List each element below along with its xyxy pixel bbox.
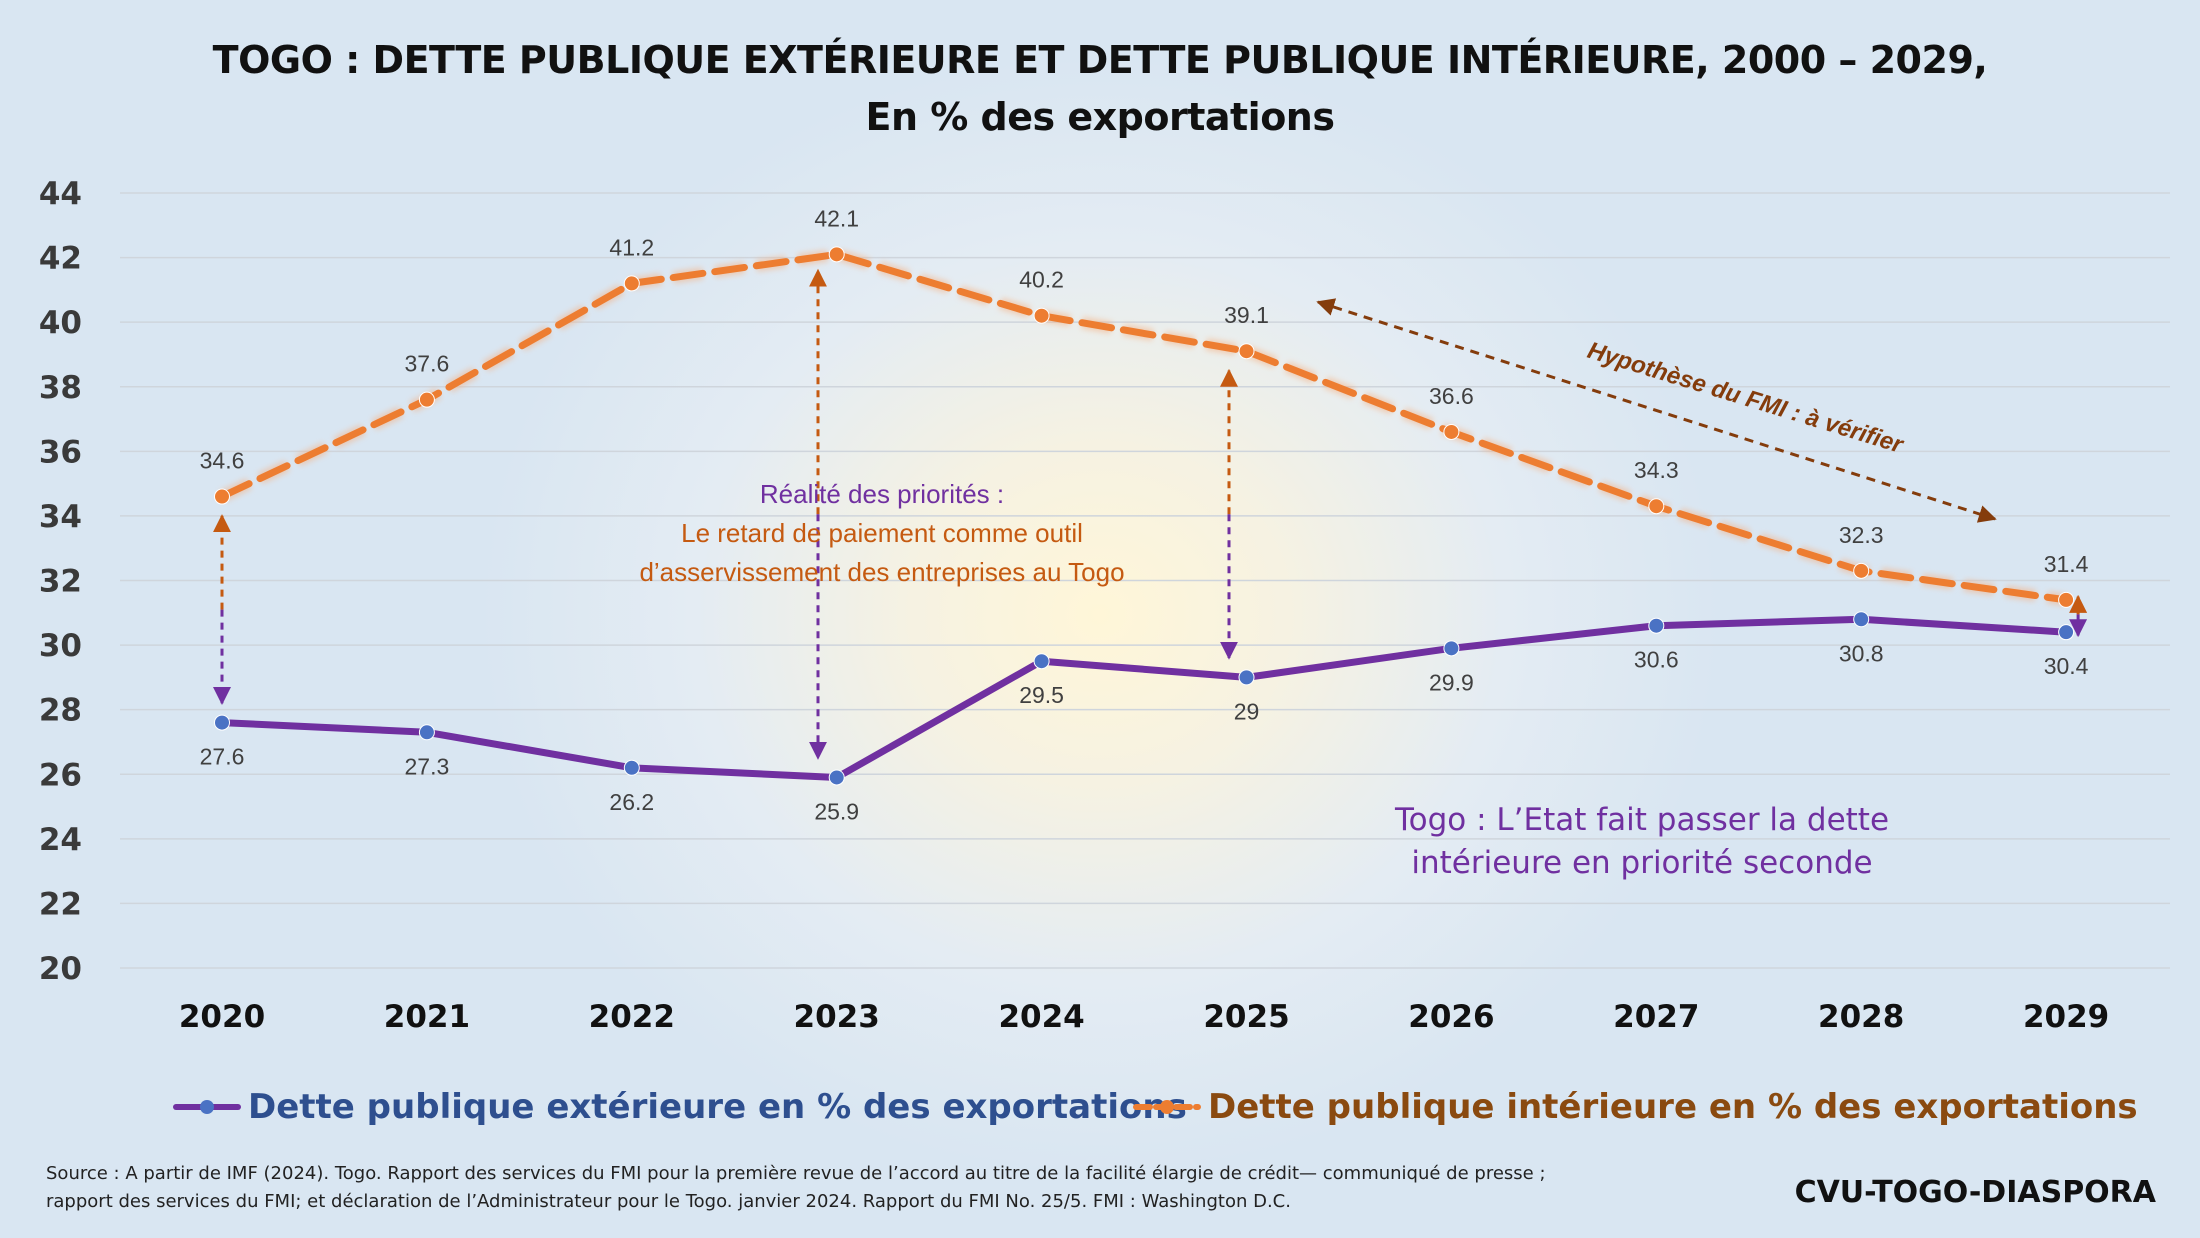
imf-hypothesis-arrow xyxy=(1316,298,1997,523)
brand-label: CVU-TOGO-DIASPORA xyxy=(1794,1175,2156,1210)
data-label-internal: 39.1 xyxy=(1224,302,1269,328)
data-label-external: 27.6 xyxy=(200,744,245,770)
legend-label-internal: Dette publique intérieure en % des expor… xyxy=(1208,1087,2138,1127)
point-external xyxy=(1238,669,1255,686)
y-tick-label: 28 xyxy=(39,693,82,729)
point-internal xyxy=(418,391,435,408)
point-internal xyxy=(2058,591,2075,608)
y-tick-label: 30 xyxy=(39,628,82,664)
x-tick-label: 2022 xyxy=(589,999,675,1035)
point-internal xyxy=(1238,343,1255,360)
point-internal xyxy=(1443,423,1460,440)
y-tick-label: 36 xyxy=(39,434,82,470)
x-tick-label: 2028 xyxy=(1818,999,1904,1035)
y-tick-label: 42 xyxy=(39,241,82,277)
point-internal xyxy=(828,246,845,263)
data-label-external: 29 xyxy=(1234,698,1260,724)
x-tick-label: 2029 xyxy=(2023,999,2109,1035)
point-external xyxy=(2058,624,2075,641)
point-internal xyxy=(1033,307,1050,324)
point-internal xyxy=(623,275,640,292)
annotation-priorities-line2: d’asservissement des entreprises au Togo xyxy=(639,557,1124,587)
y-tick-label: 24 xyxy=(39,822,82,858)
point-external xyxy=(623,759,640,776)
series-external-line xyxy=(218,615,2070,781)
y-tick-label: 38 xyxy=(39,370,82,406)
data-label-internal: 37.6 xyxy=(405,351,450,377)
source-note: Source : A partir de IMF (2024). Togo. R… xyxy=(46,1163,1546,1212)
data-label-internal: 34.3 xyxy=(1634,457,1679,483)
data-label-internal: 41.2 xyxy=(609,234,654,260)
data-label-internal: 36.6 xyxy=(1429,383,1474,409)
annotation-priorities-title: Réalité des priorités : xyxy=(760,479,1004,509)
y-tick-label: 32 xyxy=(39,564,82,600)
x-tick-label: 2025 xyxy=(1203,999,1289,1035)
point-external xyxy=(828,769,845,786)
x-tick-label: 2024 xyxy=(998,999,1084,1035)
y-tick-label: 34 xyxy=(39,499,82,535)
point-external xyxy=(1443,640,1460,657)
chart-title-line2: En % des exportations xyxy=(865,95,1335,139)
annotation-state-line1: Togo : L’Etat fait passer la dette xyxy=(1394,802,1889,838)
point-internal xyxy=(1853,562,1870,579)
x-tick-label: 2027 xyxy=(1613,999,1699,1035)
y-tick-label: 20 xyxy=(39,951,82,987)
chart-title-line1: TOGO : DETTE PUBLIQUE EXTÉRIEURE ET DETT… xyxy=(212,38,1988,82)
data-label-external: 25.9 xyxy=(814,798,859,824)
data-label-external: 27.3 xyxy=(405,753,450,779)
point-external xyxy=(418,724,435,741)
data-label-internal: 40.2 xyxy=(1019,267,1064,293)
series-internal-line xyxy=(218,250,2070,604)
x-tick-label: 2021 xyxy=(384,999,470,1035)
legend-swatch-internal xyxy=(1133,1100,1201,1114)
legend-item-external: Dette publique extérieure en % des expor… xyxy=(172,1082,1187,1132)
data-label-internal: 31.4 xyxy=(2044,551,2089,577)
data-label-external: 29.9 xyxy=(1429,669,1474,695)
point-external xyxy=(214,714,230,731)
data-label-external: 30.4 xyxy=(2044,653,2089,679)
legend-label-external: Dette publique extérieure en % des expor… xyxy=(248,1087,1187,1127)
legend-swatch-external xyxy=(173,1100,241,1114)
y-tick-label: 40 xyxy=(39,305,82,341)
data-label-external: 29.5 xyxy=(1019,682,1064,708)
y-tick-label: 44 xyxy=(39,176,82,212)
annotation-imf-hypothesis: Hypothèse du FMI : à vérifier xyxy=(1584,337,1907,459)
point-external xyxy=(1853,611,1870,628)
y-tick-label: 26 xyxy=(39,757,82,793)
data-label-internal: 42.1 xyxy=(814,205,859,231)
data-label-internal: 32.3 xyxy=(1839,522,1884,548)
point-internal xyxy=(214,488,230,505)
point-external xyxy=(1648,617,1665,634)
data-label-internal: 34.6 xyxy=(200,448,245,474)
point-internal xyxy=(1648,498,1665,515)
data-label-external: 26.2 xyxy=(609,789,654,815)
x-tick-label: 2020 xyxy=(179,999,265,1035)
point-external xyxy=(1033,653,1050,670)
annotation-priorities-line1: Le retard de paiement comme outil xyxy=(681,518,1083,548)
y-tick-label: 22 xyxy=(39,886,82,922)
legend-item-internal: Dette publique intérieure en % des expor… xyxy=(1132,1082,2138,1132)
data-label-external: 30.8 xyxy=(1839,640,1884,666)
data-label-external: 30.6 xyxy=(1634,647,1679,673)
x-tick-label: 2026 xyxy=(1408,999,1494,1035)
x-tick-label: 2023 xyxy=(794,999,880,1035)
annotation-state-line2: intérieure en priorité seconde xyxy=(1411,845,1872,881)
